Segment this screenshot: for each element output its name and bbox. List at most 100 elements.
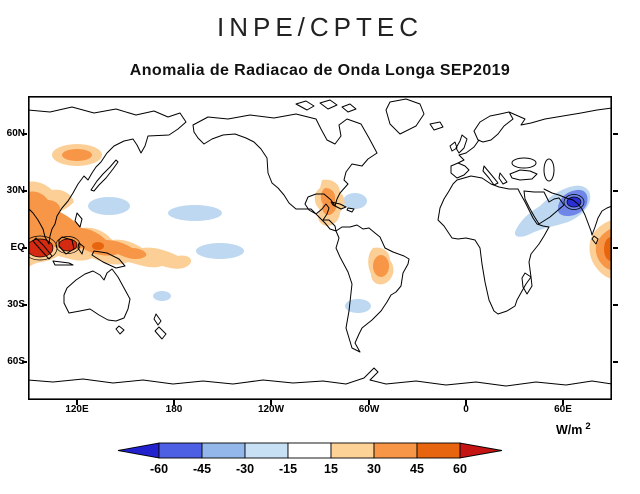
coastline-iberia bbox=[450, 162, 470, 179]
contour-ring bbox=[55, 236, 81, 254]
colorbar-tick-label: 30 bbox=[367, 462, 381, 476]
x-axis-tick bbox=[173, 400, 175, 405]
ytick-label-60s: 60S bbox=[7, 356, 25, 367]
coastline-britain bbox=[455, 134, 468, 154]
colorbar-tick-label: -45 bbox=[192, 462, 212, 476]
coastline-new-zealand-north bbox=[153, 313, 162, 326]
anomaly-region-japan-inner bbox=[62, 149, 92, 161]
coastline-iceland bbox=[429, 121, 444, 131]
colorbar-units: W/m 2 bbox=[556, 421, 591, 437]
colorbar-segment bbox=[416, 442, 461, 459]
y-axis-tick bbox=[22, 190, 27, 192]
coastline-sri-lanka bbox=[591, 235, 599, 245]
colorbar-arrow-left bbox=[117, 442, 160, 459]
x-axis-tick bbox=[270, 400, 272, 405]
colorbar-segment bbox=[201, 442, 246, 459]
y-axis-tick bbox=[22, 304, 27, 306]
coastline-australia bbox=[63, 268, 131, 322]
coastline-italy bbox=[482, 165, 499, 186]
coastline-japan bbox=[90, 159, 119, 192]
coastline-black-sea bbox=[511, 157, 537, 169]
coastline-north-america bbox=[192, 113, 378, 232]
x-axis-tick bbox=[562, 400, 564, 405]
units-base: W/m bbox=[556, 423, 583, 438]
coastline-asia bbox=[28, 106, 187, 245]
anomaly-core-new-guinea bbox=[92, 242, 104, 250]
xtick-label-0: 0 bbox=[463, 404, 469, 415]
page-title: INPE/CPTEC bbox=[216, 12, 424, 42]
ytick-label-60n: 60N bbox=[6, 128, 25, 139]
xtick-label-60e: 60E bbox=[554, 404, 572, 415]
y-axis-tick bbox=[613, 304, 618, 306]
colorbar-tick-label: 45 bbox=[410, 462, 424, 476]
map-frame bbox=[28, 96, 612, 400]
coastline-greenland bbox=[385, 98, 425, 135]
colorbar-tick-label: 15 bbox=[324, 462, 338, 476]
anomaly-region-brazil-inner bbox=[373, 255, 389, 277]
anomaly-region-philippine-sea bbox=[88, 197, 130, 215]
coastlines bbox=[28, 98, 612, 387]
y-axis-tick bbox=[22, 361, 27, 363]
map-plot-area bbox=[28, 96, 612, 400]
colorbar-scale bbox=[117, 442, 503, 459]
y-axis-tick bbox=[613, 247, 618, 249]
coastline-greece bbox=[498, 172, 508, 185]
coastline-iran-india bbox=[543, 188, 612, 236]
coastline-ireland bbox=[449, 141, 458, 152]
coastline-cuba bbox=[330, 201, 347, 210]
coastline-turkey bbox=[509, 169, 538, 181]
x-axis-tick bbox=[368, 400, 370, 405]
coastline-borneo bbox=[58, 236, 75, 255]
xtick-label-120w: 120W bbox=[257, 404, 285, 415]
anomaly-region-north-central-pacific bbox=[168, 205, 222, 221]
coastline-arctic-russia bbox=[508, 107, 612, 126]
coastline-arctic-island-2 bbox=[319, 99, 338, 110]
colorbar-tick-label: -30 bbox=[235, 462, 255, 476]
units-exponent: 2 bbox=[585, 421, 591, 432]
anomaly-core-indonesia-west bbox=[28, 238, 54, 258]
xtick-label-60w: 60W bbox=[358, 404, 380, 415]
colorbar-tick-label: -60 bbox=[149, 462, 169, 476]
colorbar-segment bbox=[330, 442, 375, 459]
coastline-sulawesi bbox=[77, 242, 85, 255]
anomaly-core-east-indian bbox=[604, 237, 612, 261]
ytick-label-30n: 30N bbox=[6, 185, 25, 196]
coastline-philippines bbox=[74, 212, 83, 228]
x-axis-tick bbox=[76, 400, 78, 405]
coastline-java bbox=[52, 260, 74, 266]
x-axis-tick bbox=[465, 400, 467, 405]
ytick-label-eq: EQ bbox=[10, 242, 25, 253]
coastline-tasmania bbox=[115, 325, 125, 335]
colorbar-segment bbox=[373, 442, 418, 459]
y-axis-tick bbox=[613, 133, 618, 135]
coastline-hispaniola bbox=[346, 207, 355, 213]
map-subtitle: Anomalia de Radiacao de Onda Longa SEP20… bbox=[129, 62, 511, 79]
coastline-arctic-island-1 bbox=[295, 100, 315, 111]
colorbar-segment bbox=[287, 442, 332, 459]
y-axis-tick bbox=[613, 361, 618, 363]
coastline-new-zealand-south bbox=[154, 326, 167, 340]
coastline-west-europe bbox=[457, 139, 480, 164]
xtick-label-180: 180 bbox=[165, 404, 183, 415]
world-map bbox=[28, 96, 612, 400]
xtick-label-120e: 120E bbox=[65, 404, 89, 415]
coastline-antarctica bbox=[28, 367, 612, 387]
coastline-arabia bbox=[523, 190, 565, 225]
anomaly-region-eastern-north-america bbox=[343, 193, 367, 209]
anomaly-region-north-of-new-zealand bbox=[153, 291, 171, 301]
coastline-sumatra bbox=[32, 237, 53, 260]
anomaly-region-equatorial-central-pacific bbox=[196, 243, 244, 259]
colorbar-segment bbox=[158, 442, 203, 459]
coastline-new-guinea bbox=[91, 250, 126, 269]
y-axis-tick bbox=[22, 133, 27, 135]
colorbar-arrow-right bbox=[459, 442, 503, 459]
contour-ring bbox=[563, 194, 585, 210]
coastline-madagascar bbox=[521, 272, 533, 295]
y-axis-tick bbox=[22, 247, 27, 249]
anomaly-region-maritime-continent-mid bbox=[28, 191, 147, 260]
coastline-africa bbox=[437, 175, 550, 315]
colorbar-segment bbox=[244, 442, 289, 459]
colorbar: -60 -45 -30 -15 15 30 45 60 bbox=[117, 442, 507, 484]
colorbar-tick-label: 60 bbox=[453, 462, 467, 476]
